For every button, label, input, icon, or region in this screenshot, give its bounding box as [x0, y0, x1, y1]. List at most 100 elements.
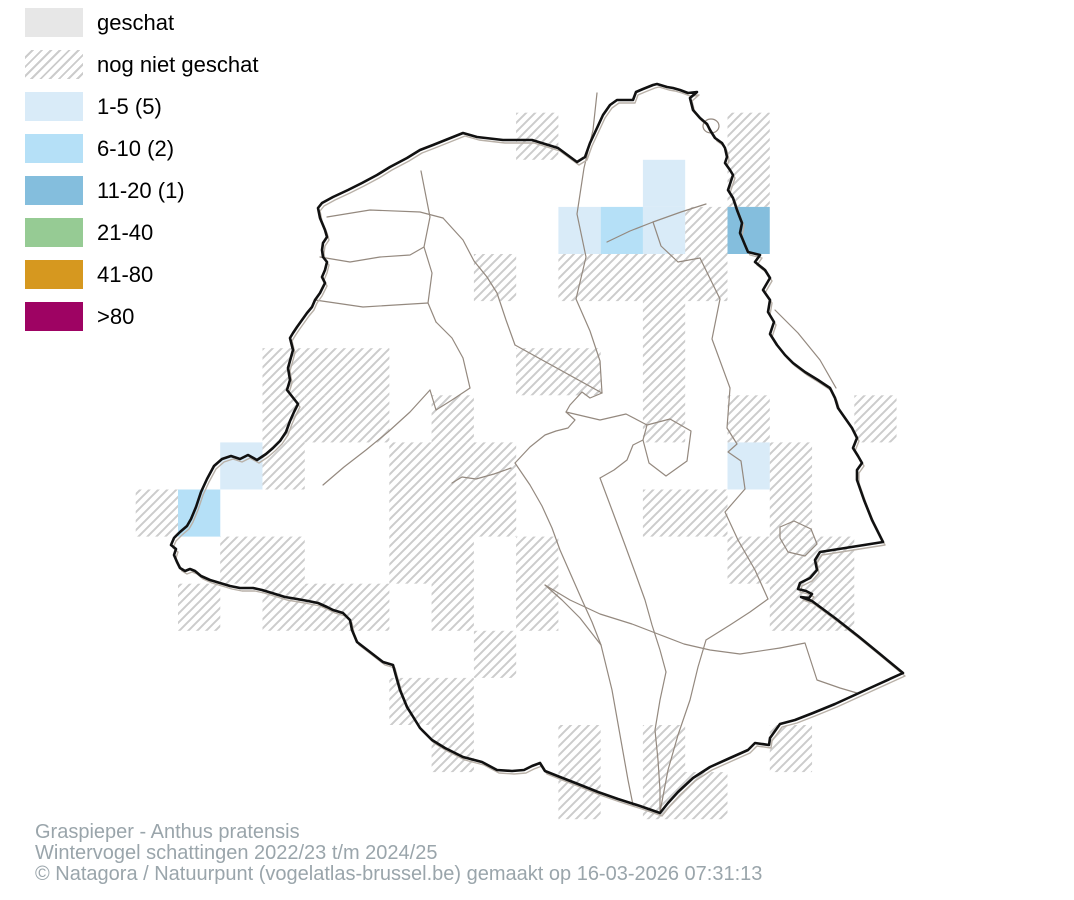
- legend-item-6-10: 6-10 (2): [25, 134, 258, 163]
- legend-item-11-20: 11-20 (1): [25, 176, 258, 205]
- grid-cell-1-5: [727, 442, 770, 490]
- legend-swatch-1-5-icon: [25, 92, 83, 121]
- grid-cell-not-estimated: [558, 725, 601, 773]
- grid-cell-not-estimated: [769, 489, 813, 537]
- municipal-boundary: [779, 642, 858, 694]
- municipal-boundary: [319, 246, 425, 263]
- grid-cell-not-estimated: [769, 442, 813, 490]
- legend-swatch-geschat-icon: [25, 8, 83, 37]
- legend-item-nog-niet-geschat: nog niet geschat: [25, 50, 258, 79]
- municipal-boundary: [420, 170, 437, 323]
- grid-cell-not-estimated: [516, 348, 559, 396]
- municipal-boundary: [654, 671, 667, 813]
- grid-cell-not-estimated: [262, 348, 305, 396]
- grid-cell-not-estimated: [304, 395, 348, 443]
- municipal-boundary: [699, 257, 746, 490]
- grid-cell-not-estimated: [685, 489, 728, 537]
- grid-cell-not-estimated: [642, 489, 686, 537]
- grid-cell-not-estimated: [642, 395, 686, 443]
- grid-cell-not-estimated: [769, 725, 813, 773]
- grid-cell-not-estimated: [431, 536, 474, 584]
- grid-cell-not-estimated: [685, 206, 728, 254]
- municipal-boundary: [600, 644, 634, 806]
- municipal-boundary: [599, 477, 667, 673]
- grid-cell-not-estimated: [473, 630, 517, 678]
- legend-item-80plus: >80: [25, 302, 258, 331]
- legend-label: >80: [97, 303, 135, 329]
- legend-label: 41-80: [97, 261, 154, 287]
- grid-cell-not-estimated: [262, 536, 305, 584]
- legend-swatch-6-10-icon: [25, 134, 83, 163]
- grid-cell-not-estimated: [178, 583, 221, 631]
- grid-cell-not-estimated: [431, 583, 474, 631]
- grid-cell-not-estimated: [304, 348, 348, 396]
- grid-cell-1-5: [558, 206, 601, 254]
- municipal-boundary: [326, 209, 444, 219]
- grid-cell-not-estimated: [389, 536, 432, 584]
- grid-cell-not-estimated: [642, 254, 686, 302]
- grid-cell-not-estimated: [389, 677, 432, 725]
- municipal-boundary: [451, 467, 512, 484]
- legend-label: 1-5 (5): [97, 93, 162, 119]
- grid-cell-not-estimated: [727, 395, 770, 443]
- map-caption: Graspieper - Anthus pratensis Wintervoge…: [35, 822, 762, 885]
- grid-cell-not-estimated: [431, 395, 474, 443]
- grid-cell-not-estimated: [727, 536, 770, 584]
- grid-cell-not-estimated: [347, 583, 390, 631]
- grid-cell-not-estimated: [473, 489, 517, 537]
- grid-cell-not-estimated: [431, 489, 474, 537]
- municipal-boundary: [724, 488, 769, 600]
- municipal-boundary: [659, 598, 769, 813]
- municipal-boundary: [642, 418, 692, 477]
- legend-swatch-41-80-icon: [25, 260, 83, 289]
- grid-cell-not-estimated: [347, 395, 390, 443]
- legend-swatch-hatch-icon: [25, 50, 83, 79]
- municipal-boundary: [514, 391, 603, 464]
- grid-cell-not-estimated: [769, 536, 813, 584]
- legend-item-geschat: geschat: [25, 8, 258, 37]
- grid-cell-not-estimated: [389, 442, 432, 490]
- grid-cell-not-estimated: [516, 583, 559, 631]
- municipal-boundary: [314, 299, 429, 308]
- caption-period: Wintervogel schattingen 2022/23 t/m 2024…: [35, 842, 438, 864]
- legend-swatch-11-20-icon: [25, 176, 83, 205]
- grid-cell-1-5: [642, 206, 686, 254]
- legend-item-1-5: 1-5 (5): [25, 92, 258, 121]
- municipal-boundary: [514, 462, 602, 646]
- municipal-boundary: [544, 584, 781, 655]
- grid-cell-6-10: [600, 206, 643, 254]
- legend-label: 6-10 (2): [97, 135, 175, 161]
- grid-cell-not-estimated: [431, 677, 474, 725]
- grid-cell-not-estimated: [642, 348, 686, 396]
- legend-label: 21-40: [97, 219, 154, 245]
- grid-cell-not-estimated: [558, 254, 601, 302]
- municipal-boundary: [435, 321, 471, 389]
- grid-cell-not-estimated: [473, 442, 517, 490]
- legend: geschat nog niet geschat 1-5 (5) 6-10 (2…: [25, 8, 258, 331]
- grid-cell-not-estimated: [727, 112, 770, 160]
- grid-cell-not-estimated: [431, 442, 474, 490]
- grid-cell-1-5: [220, 442, 263, 490]
- caption-species: Graspieper - Anthus pratensis: [35, 821, 300, 843]
- grid-cell-not-estimated: [642, 301, 686, 349]
- municipal-boundary: [774, 309, 837, 389]
- legend-label: nog niet geschat: [97, 51, 259, 77]
- grid-cell-not-estimated: [220, 536, 263, 584]
- legend-label: 11-20 (1): [97, 177, 185, 203]
- region-boundary: [169, 82, 905, 815]
- caption-credit: © Natagora / Natuurpunt (vogelatlas-brus…: [35, 863, 763, 885]
- municipal-boundary: [702, 118, 720, 134]
- municipal-boundary: [544, 584, 602, 646]
- grid-cell-not-estimated: [516, 536, 559, 584]
- grid-cell-not-estimated: [347, 348, 390, 396]
- legend-label: geschat: [97, 9, 175, 35]
- grid-cell-11-20: [727, 206, 770, 254]
- grid-cell-1-5: [642, 159, 686, 207]
- municipal-boundary: [514, 344, 603, 394]
- grid-cell-not-estimated: [685, 254, 728, 302]
- grid-cell-not-estimated: [558, 348, 601, 396]
- grid-cell-not-estimated: [473, 254, 517, 302]
- municipal-boundary: [779, 520, 818, 557]
- municipal-boundary: [565, 411, 648, 426]
